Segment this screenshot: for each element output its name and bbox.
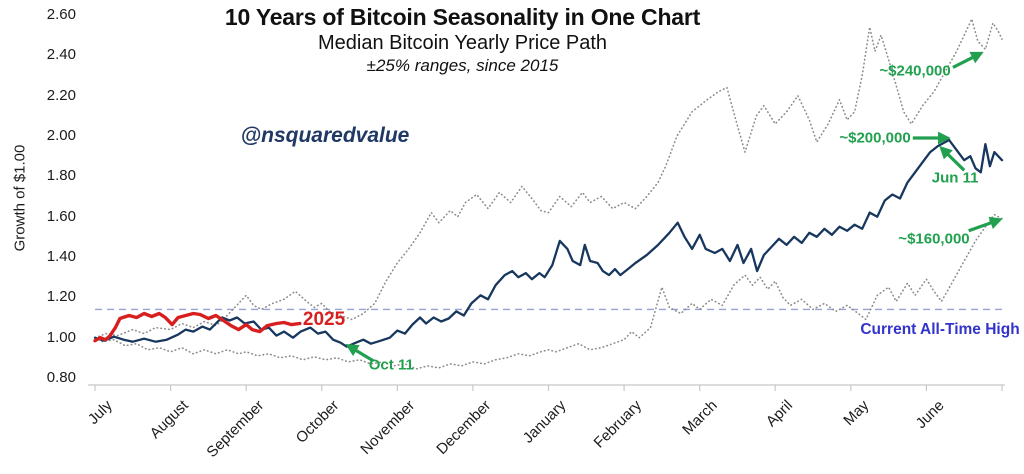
upper-range-line <box>94 18 1003 339</box>
lower-range-line <box>94 213 1003 370</box>
y-tick-2.00: 2.00 <box>46 126 76 144</box>
x-axis-ticks <box>94 385 1003 391</box>
ath-label-label: Current All-Time High <box>860 321 1020 338</box>
target-240k-label: ~$240,000 <box>879 62 951 80</box>
y-tick-2.60: 2.60 <box>46 5 76 23</box>
y-tick-2.40: 2.40 <box>46 46 76 64</box>
oct-11-arrow <box>345 344 374 363</box>
y-tick-0.80: 0.80 <box>46 369 76 386</box>
target-240k-arrow <box>952 51 984 69</box>
y-tick-1.40: 1.40 <box>46 247 76 265</box>
chart-title: 10 Years of Bitcoin Seasonality in One C… <box>224 4 701 30</box>
target-160k-arrow <box>968 216 1003 233</box>
median-line <box>93 138 1004 348</box>
label-2025-label: 2025 <box>302 308 346 330</box>
oct-11-label: Oct 11 <box>368 356 414 374</box>
y-tick-1.80: 1.80 <box>46 167 76 185</box>
y-tick-1.20: 1.20 <box>46 288 76 306</box>
line-2025 <box>93 311 302 343</box>
chart-title-block: 10 Years of Bitcoin Seasonality in One C… <box>95 4 830 76</box>
y-tick-2.20: 2.20 <box>46 86 76 104</box>
jun-11-arrow <box>939 145 966 172</box>
y-tick-1.00: 1.00 <box>46 328 76 346</box>
jun-11-label: Jun 11 <box>931 169 979 187</box>
target-200k-label: ~$200,000 <box>839 129 911 147</box>
chart-note: ±25% ranges, since 2015 <box>366 56 559 75</box>
target-160k-label: ~$160,000 <box>898 230 970 248</box>
y-axis-title: Growth of $1.00 <box>11 144 29 252</box>
chart-subtitle: Median Bitcoin Yearly Price Path <box>317 32 608 54</box>
y-tick-1.60: 1.60 <box>46 207 76 225</box>
watermark-handle: @nsquaredvalue <box>240 124 410 147</box>
